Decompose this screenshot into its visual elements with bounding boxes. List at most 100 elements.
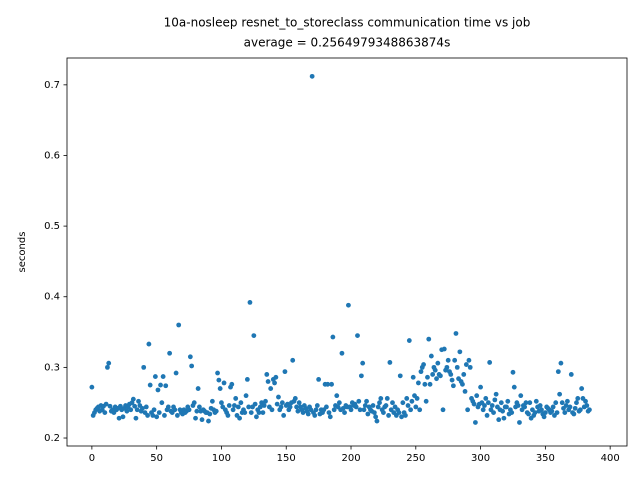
point xyxy=(427,381,433,387)
y-axis-label: seconds xyxy=(17,232,28,273)
point xyxy=(221,380,227,386)
point xyxy=(572,405,578,411)
point xyxy=(305,411,311,417)
point xyxy=(361,407,367,413)
point xyxy=(484,413,490,418)
point xyxy=(276,394,281,400)
point xyxy=(489,403,495,408)
point xyxy=(425,374,430,380)
point xyxy=(467,364,473,370)
point xyxy=(106,360,112,366)
y-tick-label: 0.5 xyxy=(44,221,60,232)
point xyxy=(567,404,573,410)
point xyxy=(381,410,386,415)
point xyxy=(316,376,322,382)
point xyxy=(209,398,215,404)
point xyxy=(438,373,443,379)
point xyxy=(355,333,360,338)
point xyxy=(421,362,426,367)
point xyxy=(450,383,456,389)
point xyxy=(257,404,263,410)
point xyxy=(568,372,574,377)
point xyxy=(193,415,198,421)
point xyxy=(550,404,556,410)
point xyxy=(474,393,480,399)
x-tick-label: 350 xyxy=(536,453,555,464)
point xyxy=(207,411,213,417)
point xyxy=(496,417,502,423)
point xyxy=(518,393,524,399)
point xyxy=(229,381,235,387)
point xyxy=(390,400,395,406)
point xyxy=(163,383,169,389)
point xyxy=(563,403,569,408)
point xyxy=(515,403,521,408)
point xyxy=(375,404,381,410)
point xyxy=(532,410,538,415)
point xyxy=(225,413,231,418)
point xyxy=(189,363,195,369)
point xyxy=(485,400,491,406)
point xyxy=(162,413,167,418)
point xyxy=(325,381,331,387)
point xyxy=(136,398,141,404)
point xyxy=(314,403,320,408)
point xyxy=(559,400,565,406)
point xyxy=(435,360,441,366)
point xyxy=(414,396,420,401)
point xyxy=(579,386,585,391)
point xyxy=(327,414,333,420)
x-tick-label: 150 xyxy=(277,453,296,464)
point xyxy=(457,349,463,355)
point xyxy=(422,381,428,387)
point xyxy=(334,393,340,399)
point xyxy=(186,407,192,413)
point xyxy=(584,403,590,408)
point xyxy=(133,415,139,421)
point xyxy=(128,407,134,413)
point xyxy=(323,404,329,410)
point xyxy=(146,341,152,347)
point xyxy=(473,420,478,425)
point xyxy=(132,403,138,409)
point xyxy=(244,376,250,382)
point xyxy=(281,413,287,418)
x-tick-label: 200 xyxy=(341,453,360,464)
point xyxy=(348,407,354,413)
point xyxy=(511,384,517,390)
point xyxy=(247,299,253,305)
point xyxy=(387,360,393,365)
point xyxy=(408,407,414,413)
point xyxy=(465,407,471,413)
point xyxy=(541,414,547,420)
point xyxy=(471,401,477,407)
point xyxy=(423,398,429,404)
point xyxy=(463,362,469,367)
point xyxy=(292,396,298,401)
point xyxy=(555,369,561,375)
point xyxy=(264,372,270,377)
x-tick-label: 250 xyxy=(406,453,425,464)
point xyxy=(406,338,412,343)
point xyxy=(360,360,366,366)
point xyxy=(400,400,406,406)
point xyxy=(273,374,279,380)
point xyxy=(336,400,342,406)
point xyxy=(498,400,504,406)
point xyxy=(480,407,486,413)
point xyxy=(462,388,468,394)
y-tick-label: 0.2 xyxy=(44,433,60,444)
point xyxy=(564,398,570,404)
point xyxy=(444,364,450,370)
point xyxy=(339,350,345,356)
point xyxy=(124,408,130,414)
point xyxy=(309,73,315,79)
point xyxy=(243,393,249,399)
point xyxy=(358,373,364,379)
point xyxy=(374,418,380,424)
point xyxy=(353,404,359,410)
point xyxy=(329,381,334,387)
point xyxy=(331,407,337,413)
point xyxy=(384,396,390,401)
